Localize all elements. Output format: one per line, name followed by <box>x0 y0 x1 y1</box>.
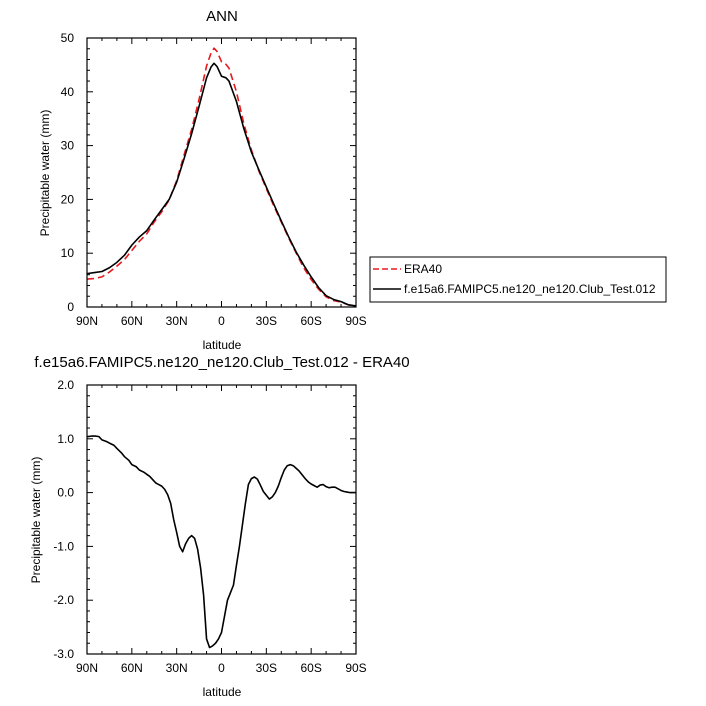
bottom-chart-ytick-label: 0.0 <box>57 486 74 500</box>
bottom-chart-series-difference <box>86 435 356 649</box>
top-chart-xtick-label: 0 <box>218 314 225 328</box>
bottom-chart-ylabel: Precipitable water (mm) <box>29 457 43 584</box>
bottom-chart: f.e15a6.FAMIPC5.ne120_ne120.Club_Test.01… <box>29 354 410 699</box>
bottom-chart-xtick-label: 90S <box>345 661 366 675</box>
top-chart-ytick-label: 40 <box>61 85 75 99</box>
bottom-chart-xtick-label: 30N <box>166 661 188 675</box>
top-chart-series-era40 <box>86 47 357 307</box>
bottom-chart-xtick-label: 90N <box>76 661 98 675</box>
bottom-chart-ytick-label: -3.0 <box>53 647 74 661</box>
top-chart-ytick-label: 20 <box>61 192 75 206</box>
bottom-chart-series <box>86 435 356 649</box>
top-chart-series-model <box>86 62 357 307</box>
top-chart-ytick-label: 10 <box>61 246 75 260</box>
bottom-chart-ytick-label: 1.0 <box>57 432 74 446</box>
bottom-chart-title: f.e15a6.FAMIPC5.ne120_ne120.Club_Test.01… <box>34 354 409 371</box>
top-chart-frame <box>86 37 357 308</box>
top-chart-series <box>86 47 357 307</box>
top-chart: ANN 90N 60N 30N 0 30S 60S 90S 0 10 20 30 40 50 latit… <box>38 8 367 352</box>
top-chart-ytick-label: 50 <box>61 31 75 45</box>
top-chart-xtick-label: 90N <box>76 314 98 328</box>
top-chart-xtick-label: 30S <box>256 314 277 328</box>
bottom-chart-ytick-label: -1.0 <box>53 539 74 553</box>
legend: ERA40 f.e15a6.FAMIPC5.ne120_ne120.Club_T… <box>369 256 667 303</box>
top-chart-xlabel: latitude <box>203 338 242 352</box>
top-chart-ylabel: Precipitable water (mm) <box>38 110 52 237</box>
bottom-chart-ytick-label: 2.0 <box>57 378 74 392</box>
top-chart-ytick-label: 0 <box>67 300 74 314</box>
top-chart-xtick-label: 90S <box>345 314 366 328</box>
legend-label-era40: ERA40 <box>404 262 442 276</box>
top-chart-ticks: 90N 60N 30N 0 30S 60S 90S 0 10 20 30 40 50 <box>61 31 367 328</box>
bottom-chart-xtick-label: 60N <box>121 661 143 675</box>
top-chart-xtick-label: 60N <box>121 314 143 328</box>
bottom-chart-xtick-label: 60S <box>300 661 321 675</box>
bottom-chart-xtick-label: 0 <box>218 661 225 675</box>
bottom-chart-xtick-label: 30S <box>256 661 277 675</box>
legend-label-model: f.e15a6.FAMIPC5.ne120_ne120.Club_Test.01… <box>404 282 656 296</box>
top-chart-xtick-label: 60S <box>300 314 321 328</box>
top-chart-xtick-label: 30N <box>166 314 188 328</box>
legend-box <box>369 256 667 303</box>
top-chart-ytick-label: 30 <box>61 139 75 153</box>
bottom-chart-xlabel: latitude <box>203 685 242 699</box>
top-chart-title: ANN <box>206 8 238 25</box>
bottom-chart-ytick-label: -2.0 <box>53 593 74 607</box>
bottom-chart-frame <box>86 384 357 655</box>
bottom-chart-ticks: 90N 60N 30N 0 30S 60S 90S -3.0 -2.0 -1.0 0.0 1.0 2.0 <box>53 378 366 675</box>
